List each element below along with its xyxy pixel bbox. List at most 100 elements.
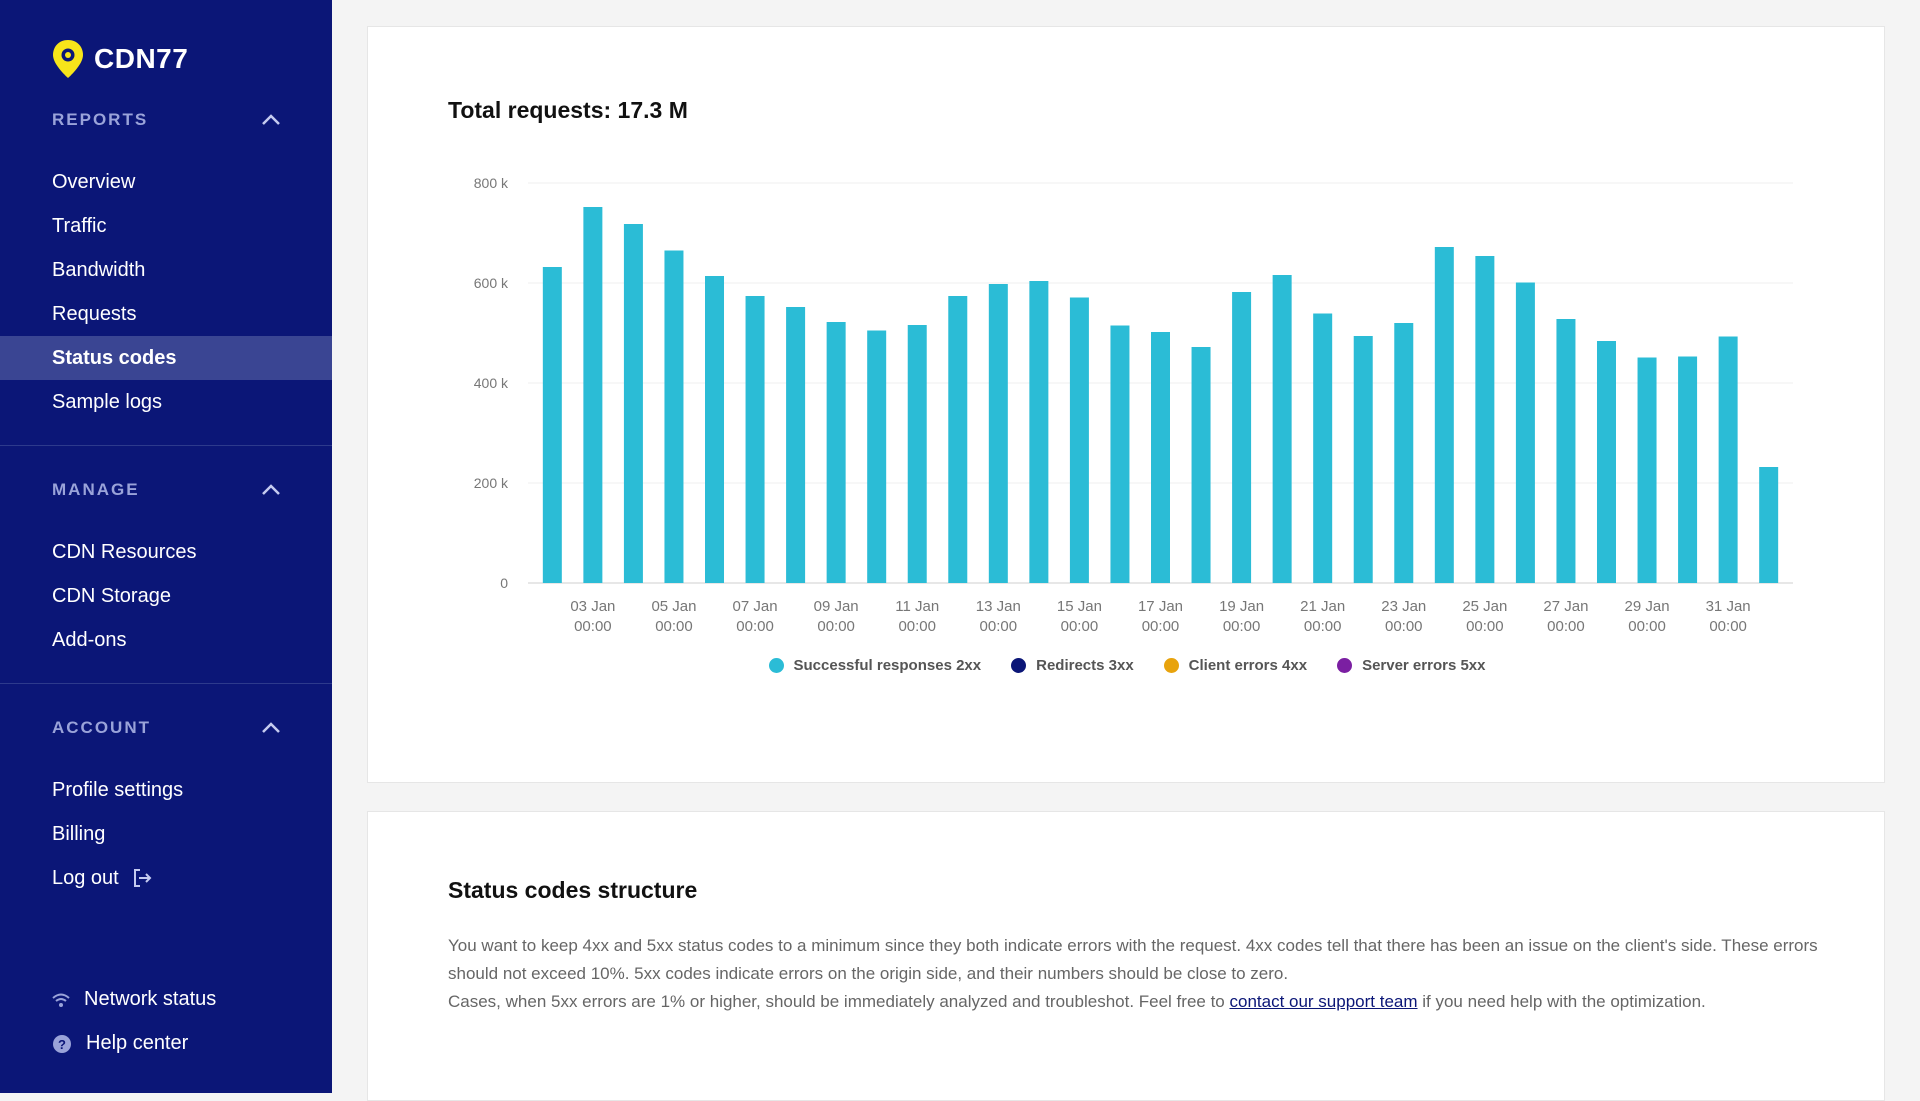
legend-item-3xx[interactable]: Redirects 3xx bbox=[1011, 657, 1134, 674]
section-account-title: ACCOUNT bbox=[52, 718, 151, 737]
bar[interactable] bbox=[1353, 336, 1373, 583]
bar[interactable] bbox=[583, 207, 603, 583]
bar[interactable] bbox=[705, 276, 725, 583]
y-tick-label: 800 k bbox=[474, 175, 509, 191]
bar[interactable] bbox=[1759, 467, 1779, 583]
bar[interactable] bbox=[867, 330, 887, 584]
sidebar-item-traffic[interactable]: Traffic bbox=[52, 215, 107, 237]
structure-paragraph-2: Cases, when 5xx errors are 1% or higher,… bbox=[448, 988, 1828, 1016]
bar[interactable] bbox=[623, 224, 643, 583]
sidebar-item-overview[interactable]: Overview bbox=[52, 171, 136, 193]
legend-dot-4xx bbox=[1163, 658, 1179, 673]
bar[interactable] bbox=[745, 296, 765, 583]
y-tick-label: 400 k bbox=[474, 375, 509, 391]
bar[interactable] bbox=[786, 307, 806, 583]
x-tick-time: 00:00 bbox=[1547, 618, 1585, 635]
chevron-up-icon bbox=[262, 484, 280, 495]
structure-title: Status codes structure bbox=[448, 877, 698, 903]
network-status-label: Network status bbox=[84, 988, 217, 1010]
sidebar-item-billing[interactable]: Billing bbox=[52, 823, 106, 845]
sidebar-item-profile-settings[interactable]: Profile settings bbox=[52, 779, 184, 801]
bar[interactable] bbox=[1596, 341, 1616, 583]
bar[interactable] bbox=[1434, 247, 1454, 583]
x-tick-label: 03 Jan bbox=[570, 598, 615, 615]
x-tick-time: 00:00 bbox=[1709, 618, 1747, 635]
chart-legend: Successful responses 2xx Redirects 3xx C… bbox=[368, 657, 1886, 674]
chevron-up-icon bbox=[262, 722, 280, 733]
bar[interactable] bbox=[988, 284, 1008, 583]
sidebar-item-log-out[interactable]: Log out bbox=[0, 856, 332, 900]
legend-item-5xx[interactable]: Server errors 5xx bbox=[1337, 657, 1486, 674]
x-tick-time: 00:00 bbox=[1223, 618, 1261, 635]
sidebar-divider bbox=[0, 445, 332, 446]
sidebar-divider bbox=[0, 683, 332, 684]
bar[interactable] bbox=[826, 322, 846, 583]
bar[interactable] bbox=[1637, 357, 1657, 584]
x-tick-time: 00:00 bbox=[817, 618, 855, 635]
bar[interactable] bbox=[907, 325, 927, 583]
x-tick-label: 07 Jan bbox=[733, 598, 778, 615]
section-manage-header[interactable]: MANAGE bbox=[52, 480, 282, 500]
bar[interactable] bbox=[1515, 282, 1535, 584]
x-tick-time: 00:00 bbox=[1061, 618, 1099, 635]
bar[interactable] bbox=[1556, 319, 1576, 583]
structure-description: You want to keep 4xx and 5xx status code… bbox=[448, 932, 1828, 1016]
legend-item-4xx[interactable]: Client errors 4xx bbox=[1163, 657, 1308, 674]
x-tick-time: 00:00 bbox=[1304, 618, 1342, 635]
network-status-link[interactable]: Network status bbox=[52, 988, 216, 1011]
x-tick-label: 27 Jan bbox=[1543, 598, 1588, 615]
bar[interactable] bbox=[1029, 281, 1049, 583]
sidebar: CDN77 REPORTS Overview Traffic Bandwidth… bbox=[0, 0, 332, 1093]
help-center-label: Help center bbox=[86, 1032, 189, 1054]
status-codes-bar-chart: 0 200 k 400 k 600 k 800 k 03 Jan 00:00 05 Jan 00… bbox=[474, 175, 1793, 635]
x-tick-time: 00:00 bbox=[574, 618, 612, 635]
legend-item-2xx[interactable]: Successful responses 2xx bbox=[768, 657, 982, 674]
bar[interactable] bbox=[1394, 323, 1414, 583]
bar[interactable] bbox=[1110, 325, 1130, 584]
bar[interactable] bbox=[542, 267, 562, 583]
structure-paragraph-1: You want to keep 4xx and 5xx status code… bbox=[448, 936, 1818, 983]
bar[interactable] bbox=[1272, 275, 1292, 583]
bar[interactable] bbox=[1151, 332, 1170, 583]
bar[interactable] bbox=[1232, 292, 1252, 583]
x-tick-label: 19 Jan bbox=[1219, 598, 1264, 615]
paragraph-2-start: Cases, when 5xx errors are 1% or higher,… bbox=[448, 992, 1230, 1011]
section-reports-header[interactable]: REPORTS bbox=[52, 110, 282, 130]
sidebar-item-add-ons[interactable]: Add-ons bbox=[52, 629, 127, 651]
section-manage-title: MANAGE bbox=[52, 480, 140, 499]
x-tick-time: 00:00 bbox=[1466, 618, 1504, 635]
bar[interactable] bbox=[948, 296, 968, 583]
section-account-header[interactable]: ACCOUNT bbox=[52, 718, 282, 738]
sidebar-item-requests[interactable]: Requests bbox=[52, 303, 137, 325]
legend-label-4xx: Client errors 4xx bbox=[1188, 657, 1308, 674]
svg-text:?: ? bbox=[58, 1037, 66, 1052]
brand-logo[interactable]: CDN77 bbox=[50, 38, 188, 80]
sidebar-item-sample-logs[interactable]: Sample logs bbox=[52, 391, 163, 413]
sidebar-item-cdn-resources[interactable]: CDN Resources bbox=[52, 541, 197, 563]
x-tick-label: 11 Jan bbox=[895, 598, 939, 615]
bar[interactable] bbox=[1191, 347, 1211, 583]
help-icon: ? bbox=[53, 1034, 71, 1053]
x-tick-time: 00:00 bbox=[1385, 618, 1423, 635]
bar[interactable] bbox=[1678, 356, 1698, 584]
bar[interactable] bbox=[1718, 336, 1738, 584]
brand-name: CDN77 bbox=[94, 43, 189, 74]
bar[interactable] bbox=[1069, 297, 1089, 584]
section-reports-title: REPORTS bbox=[52, 110, 149, 129]
legend-dot-3xx bbox=[1011, 658, 1027, 673]
sidebar-item-cdn-storage[interactable]: CDN Storage bbox=[52, 585, 171, 607]
help-center-link[interactable]: ? Help center bbox=[52, 1032, 188, 1055]
paragraph-2-end: if you need help with the optimization. bbox=[1417, 992, 1706, 1011]
legend-label-3xx: Redirects 3xx bbox=[1036, 657, 1134, 674]
bar[interactable] bbox=[1475, 256, 1495, 583]
legend-label-2xx: Successful responses 2xx bbox=[793, 657, 982, 674]
sidebar-item-bandwidth[interactable]: Bandwidth bbox=[52, 259, 146, 281]
total-requests-card: Total requests: 17.3 M 0 200 k 400 k 600 k 8… bbox=[367, 26, 1885, 783]
sidebar-item-status-codes[interactable]: Status codes bbox=[0, 336, 332, 380]
bar[interactable] bbox=[664, 250, 684, 584]
contact-support-link[interactable]: contact our support team bbox=[1229, 992, 1418, 1011]
x-tick-time: 00:00 bbox=[1628, 618, 1666, 635]
log-out-icon bbox=[133, 869, 152, 887]
bar[interactable] bbox=[1313, 313, 1333, 584]
chevron-up-icon bbox=[262, 114, 280, 125]
